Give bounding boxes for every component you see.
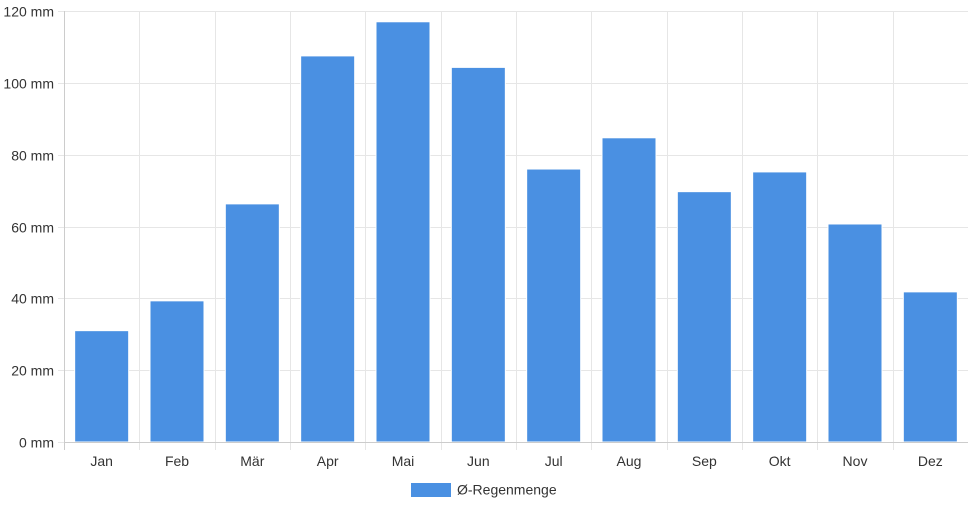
x-tick-label: Feb bbox=[165, 453, 189, 469]
bar-okt[interactable] bbox=[752, 171, 808, 443]
legend[interactable]: Ø-Regenmenge bbox=[411, 482, 557, 498]
x-tick-label: Mai bbox=[392, 453, 415, 469]
bar-aug[interactable] bbox=[601, 137, 657, 443]
bar-nov[interactable] bbox=[827, 223, 883, 443]
x-tick-label: Apr bbox=[317, 453, 339, 469]
x-tick-label: Sep bbox=[692, 453, 717, 469]
bar-sep[interactable] bbox=[676, 191, 732, 443]
y-tick-label: 100 mm bbox=[3, 76, 54, 92]
bar-dez[interactable] bbox=[902, 291, 958, 443]
legend-label[interactable]: Ø-Regenmenge bbox=[457, 482, 557, 498]
bar-mai[interactable] bbox=[375, 21, 431, 443]
bar-apr[interactable] bbox=[300, 55, 356, 443]
bar-mär[interactable] bbox=[224, 203, 280, 443]
x-tick-label: Jun bbox=[467, 453, 490, 469]
x-tick-label: Jan bbox=[90, 453, 113, 469]
x-tick-label: Mär bbox=[240, 453, 264, 469]
y-tick-label: 120 mm bbox=[3, 4, 54, 20]
x-tick-label: Dez bbox=[918, 453, 943, 469]
x-tick-label: Jul bbox=[545, 453, 563, 469]
x-tick-label: Okt bbox=[769, 453, 791, 469]
y-axis: 0 mm 20 mm 40 mm 60 mm 80 mm 100 mm 120 mm bbox=[3, 4, 64, 451]
y-tick-label: 0 mm bbox=[19, 435, 54, 451]
x-tick-label: Nov bbox=[843, 453, 868, 469]
x-axis: Jan Feb Mär Apr Mai Jun Jul Aug Sep Okt Nov Dez bbox=[64, 442, 968, 469]
x-tick-label: Aug bbox=[617, 453, 642, 469]
legend-swatch[interactable] bbox=[411, 483, 451, 497]
bar-feb[interactable] bbox=[149, 300, 205, 443]
y-tick-label: 20 mm bbox=[11, 363, 54, 379]
grid-lines bbox=[64, 11, 968, 450]
bar-jul[interactable] bbox=[526, 168, 582, 443]
bar-jun[interactable] bbox=[450, 66, 506, 443]
y-tick-label: 80 mm bbox=[11, 148, 54, 164]
y-tick-label: 40 mm bbox=[11, 291, 54, 307]
y-tick-label: 60 mm bbox=[11, 220, 54, 236]
bars bbox=[74, 21, 958, 443]
bar-jan[interactable] bbox=[74, 330, 130, 443]
